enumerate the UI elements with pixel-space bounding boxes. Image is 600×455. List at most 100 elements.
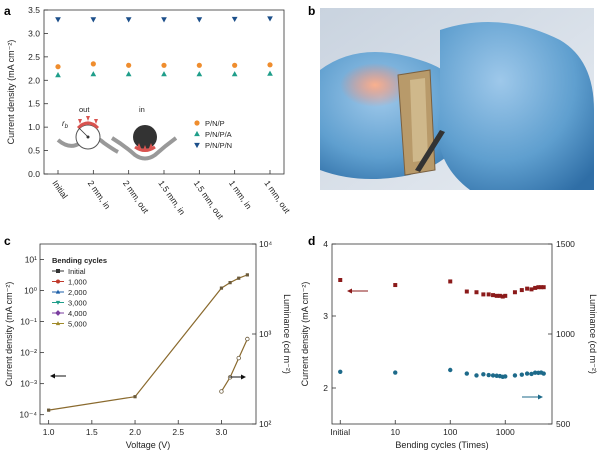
y-tick-label-a: 2.0 [28,75,40,85]
bent-substrate-in [110,136,178,161]
current-density-point-d [529,287,534,292]
x-tick-label-c: 3.0 [216,427,228,437]
data-point-a [231,16,238,23]
current-density-point-d [474,290,479,295]
current-density-point-d [503,293,508,298]
legend-marker-a [194,120,200,126]
axis-arrows-c [50,373,246,380]
y-axis-title-c: Current density (mA cm⁻²) [4,282,14,387]
photo-panel-b [320,8,594,190]
emission-glow [340,63,410,107]
current-density-point-d [481,292,486,297]
y-tick-label-a: 1.5 [28,99,40,109]
x-tick-label-d: 100 [443,427,457,437]
x-tick-label-c: 2.0 [129,427,141,437]
current-density-point [228,281,232,285]
panel-letter-a: a [4,4,11,18]
data-point-a [196,62,202,68]
chart-panel-a: Current density (mA cm⁻²) 0.0 0.5 1.0 1.5 2.… [6,5,293,221]
bending-inset-illustration: out rb in [56,105,178,161]
luminance-point-d [486,372,491,378]
legend-label-c: 4,000 [68,309,87,318]
current-density-point-d [491,293,496,298]
device-layer-in [134,145,156,152]
legend-label-a: P/N/P/N [205,141,232,150]
y-axis-title-a: Current density (mA cm⁻²) [6,40,16,145]
luminance-point-d [519,372,525,377]
x-axis-title-d: Bending cycles (Times) [395,440,488,450]
data-point-a [90,71,97,77]
inset-label-in: in [139,105,145,114]
device-electrode [410,78,428,162]
arrows-out [78,116,98,124]
legend-marker-c [56,279,60,284]
current-density-point-d [448,279,453,284]
data-point-a [231,71,238,77]
current-density-point-d [519,288,524,293]
luminance-point-d [524,371,530,376]
legend-label-c: 1,000 [68,278,87,287]
legend-marker-c [55,300,61,305]
current-density-point-d [536,285,541,290]
x-tick-label-a: 2 mm, out [121,178,151,215]
axis-arrows-d [347,288,543,400]
luminance-point-d [481,372,486,377]
chart-panel-d: Current density (mA cm⁻²) Luminance (cd … [300,239,598,450]
data-point-a [55,64,61,70]
y-tick-label-c: 10⁻¹ [20,317,37,327]
panel-letter-b: b [308,4,315,18]
y-tick-label-c: 10⁰ [24,286,37,296]
current-density-point-d [486,292,491,297]
panel-letter-d: d [308,234,315,248]
current-density-point-d [533,285,538,290]
y2-tick-label-c: 10⁴ [259,239,272,249]
luminance-point-d [532,370,538,375]
y-tick-label-d: 3 [323,311,328,321]
luminance-line [220,338,248,392]
x-tick-label-a: Initial [50,178,70,200]
y-tick-label-a: 0.0 [28,169,40,179]
data-point-a [267,62,273,68]
y-tick-label-a: 1.0 [28,122,40,132]
data-point-a [126,62,132,68]
y-tick-label-c: 10⁻⁴ [19,410,37,420]
x-tick-label-d: 1000 [496,427,515,437]
x-axis-title-c: Voltage (V) [126,440,171,450]
luminance-point-d [474,373,479,378]
luminance-point-d [393,370,398,375]
data-point-a [55,17,61,23]
luminance-point-d [448,367,453,373]
x-tick-label-a: 1.5 mm, in [156,178,187,216]
legend-marker-a [194,142,200,149]
legend-marker-c [55,310,61,316]
luminance-point [219,389,224,394]
data-point-a [55,72,61,78]
legend-label-c: 2,000 [68,288,87,297]
luminance-point-d [490,373,496,378]
data-point-a [161,17,167,23]
data-point-a [196,71,203,77]
chart-panel-c: Current density (mA cm⁻²) Luminance (cd … [4,239,292,450]
x-tick-label-a: 1 mm, out [262,178,292,215]
legend-marker-a [194,130,200,137]
luminance-point-d [512,373,518,378]
current-density-point-d [541,285,546,290]
current-density-point-d [464,289,469,294]
x-tick-label-a: 1.5 mm, out [192,178,226,221]
current-density-point [133,395,137,399]
current-density-point [245,273,249,277]
luminance-point-d [529,371,534,377]
data-point-a [161,71,167,77]
y-tick-label-d: 2 [323,383,328,393]
current-density-point-d [497,293,502,298]
current-density-point [219,286,224,290]
x-tick-label-d: Initial [330,427,350,437]
luminance-point [245,336,250,342]
current-density-point-d [539,285,544,290]
arrows-in [137,143,153,150]
y2-axis-title-d: Luminance (cd m⁻²) [588,294,598,374]
legend-label-c: Initial [68,267,86,276]
luminance-point [236,355,241,361]
legend-label-c: 3,000 [68,299,87,308]
